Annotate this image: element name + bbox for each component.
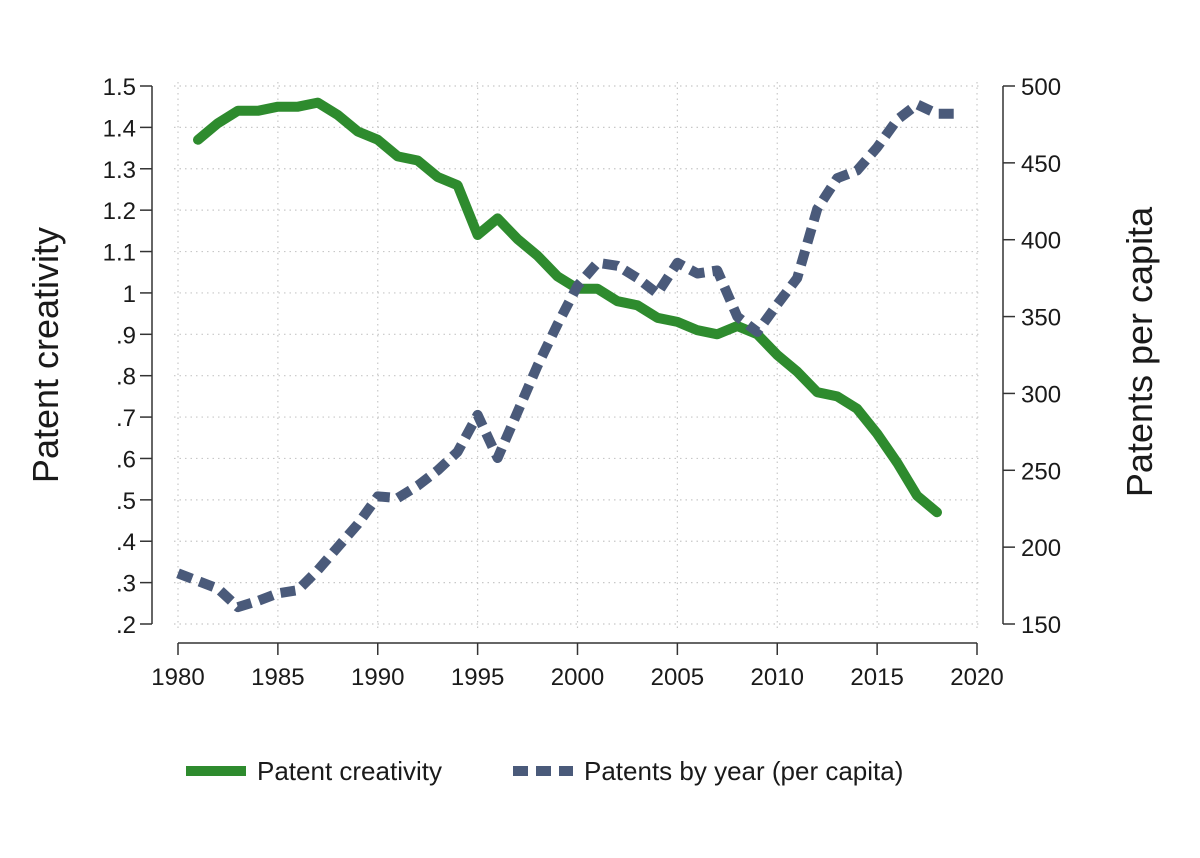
series-line-patents-per-capita: [176, 99, 957, 613]
chart-series: [176, 97, 957, 613]
y-tick-label: .6: [116, 446, 136, 473]
legend-label-patents-per-capita: Patents by year (per capita): [584, 756, 903, 786]
y-tick-label: 1.1: [103, 240, 136, 267]
x-tick-label: 1985: [251, 664, 304, 691]
chart-axes: .2 .3 .4 .5 .6 .7 .8 .9 1 1.1 1.2 1.3 1.4 1.5 150 200 25…: [103, 74, 1061, 691]
chart-grid: [174, 82, 981, 628]
legend-label-patent-creativity: Patent creativity: [257, 756, 442, 786]
y2-tick-label: 250: [1021, 458, 1061, 485]
legend: Patent creativity Patents by year (per ca…: [186, 756, 903, 786]
y2-tick-label: 150: [1021, 612, 1061, 639]
y2-tick-label: 450: [1021, 151, 1061, 178]
y-tick-label: .2: [116, 612, 136, 639]
x-tick-label: 1980: [151, 664, 204, 691]
y-tick-label: .9: [116, 322, 136, 349]
series-line-patent-creativity: [193, 97, 942, 518]
y-tick-label: .5: [116, 488, 136, 515]
y2-axis-title: Patents per capita: [1119, 206, 1160, 497]
y2-tick-label: 400: [1021, 228, 1061, 255]
y-tick-label: 1: [123, 281, 136, 308]
y2-tick-label: 200: [1021, 535, 1061, 562]
y-tick-label: .7: [116, 405, 136, 432]
y-tick-label: .4: [116, 529, 136, 556]
x-tick-label: 2015: [850, 664, 903, 691]
x-tick-label: 2005: [651, 664, 704, 691]
x-tick-label: 1995: [451, 664, 504, 691]
x-tick-label: 1990: [351, 664, 404, 691]
x-tick-label: 2000: [551, 664, 604, 691]
y2-tick-label: 350: [1021, 305, 1061, 332]
y-tick-label: .3: [116, 571, 136, 598]
y2-tick-label: 300: [1021, 381, 1061, 408]
y-tick-label: 1.4: [103, 115, 136, 142]
y-axis-title: Patent creativity: [25, 227, 66, 483]
x-tick-label: 2020: [950, 664, 1003, 691]
y-tick-label: 1.3: [103, 157, 136, 184]
y-tick-label: 1.2: [103, 198, 136, 225]
y2-tick-label: 500: [1021, 74, 1061, 101]
y-tick-label: .8: [116, 364, 136, 391]
y-tick-label: 1.5: [103, 74, 136, 101]
x-tick-label: 2010: [751, 664, 804, 691]
